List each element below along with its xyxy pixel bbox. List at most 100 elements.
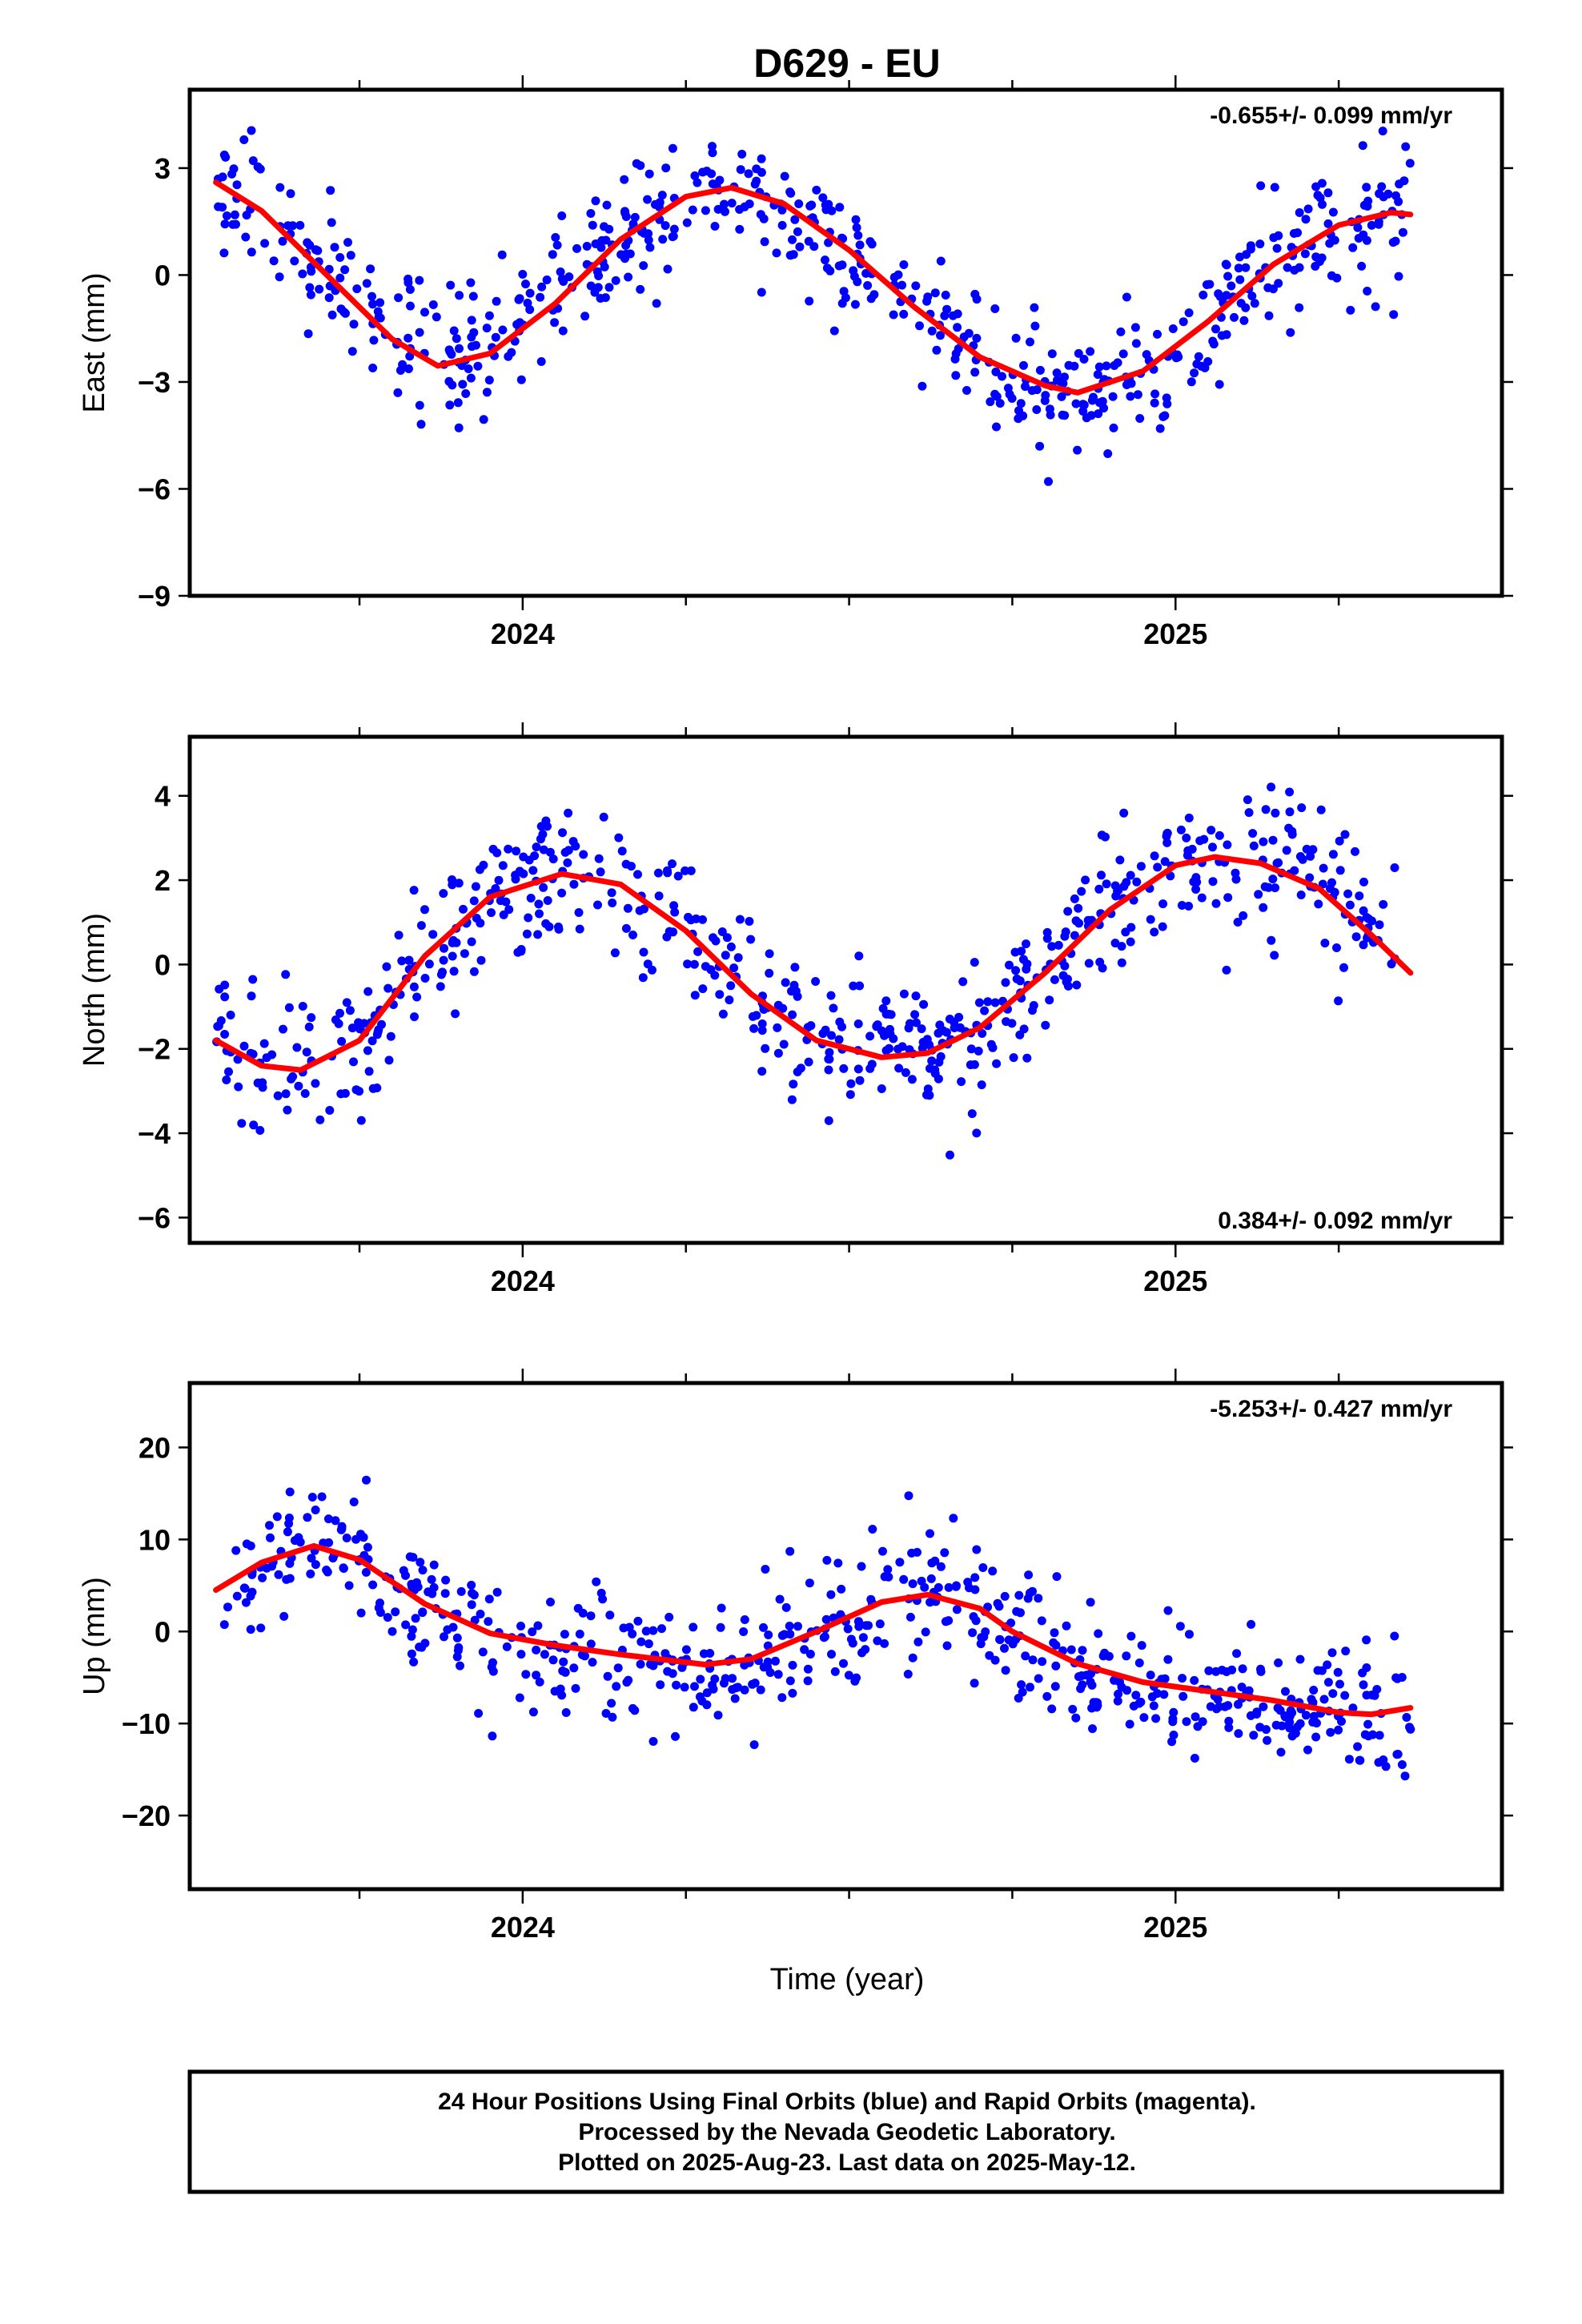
data-point bbox=[1163, 1606, 1173, 1615]
data-point bbox=[1293, 228, 1303, 238]
data-point bbox=[269, 256, 279, 266]
data-point bbox=[1274, 858, 1283, 867]
data-point bbox=[1236, 299, 1246, 308]
data-point bbox=[986, 397, 995, 407]
y-axis-label-east: East (mm) bbox=[78, 272, 111, 412]
data-point bbox=[1022, 939, 1030, 949]
x-tick-label: 2024 bbox=[491, 1265, 555, 1297]
data-point bbox=[1390, 863, 1399, 872]
data-point bbox=[1367, 916, 1376, 926]
data-point bbox=[855, 1076, 865, 1085]
data-point bbox=[1160, 857, 1170, 866]
data-point bbox=[226, 1011, 235, 1019]
data-point bbox=[1207, 826, 1216, 835]
rate-label-north: 0.384+/- 0.092 mm/yr bbox=[1218, 1208, 1452, 1234]
data-point bbox=[855, 981, 865, 991]
data-point bbox=[689, 959, 699, 969]
data-point bbox=[1122, 292, 1131, 302]
data-point bbox=[1362, 235, 1371, 245]
data-point bbox=[415, 275, 424, 285]
data-point bbox=[652, 299, 661, 308]
data-point bbox=[1007, 1019, 1017, 1028]
data-point bbox=[488, 1731, 497, 1741]
data-point bbox=[1260, 882, 1270, 891]
data-point bbox=[215, 984, 224, 994]
data-point bbox=[536, 834, 545, 844]
data-point bbox=[1267, 782, 1276, 792]
data-point bbox=[436, 982, 445, 991]
data-point bbox=[889, 310, 898, 320]
data-point bbox=[221, 152, 231, 162]
data-point bbox=[578, 1608, 588, 1618]
data-point bbox=[1320, 939, 1330, 948]
data-point bbox=[532, 1671, 541, 1680]
data-point bbox=[275, 183, 285, 192]
data-point bbox=[857, 1562, 866, 1571]
footer-box: 24 Hour Positions Using Final Orbits (bl… bbox=[187, 2069, 1504, 2194]
data-point bbox=[869, 290, 879, 300]
data-point bbox=[1001, 978, 1010, 987]
data-point bbox=[417, 1642, 427, 1652]
data-point bbox=[363, 1542, 372, 1552]
data-point bbox=[1073, 445, 1082, 455]
data-point bbox=[596, 1588, 606, 1598]
data-point bbox=[1363, 287, 1372, 296]
y-tick-label: 2 bbox=[155, 864, 171, 897]
data-point bbox=[1168, 1717, 1178, 1727]
data-point bbox=[826, 991, 836, 1000]
data-point bbox=[1296, 891, 1306, 899]
data-point bbox=[620, 175, 629, 184]
data-point bbox=[558, 1667, 568, 1675]
data-point bbox=[1328, 1689, 1338, 1699]
data-point bbox=[328, 1554, 338, 1563]
data-point bbox=[1295, 263, 1304, 272]
data-point bbox=[1353, 223, 1363, 232]
data-point bbox=[232, 180, 242, 190]
data-point bbox=[1374, 1758, 1383, 1767]
data-point bbox=[884, 1572, 893, 1582]
data-point bbox=[1259, 1702, 1268, 1711]
data-point bbox=[1070, 931, 1079, 940]
data-point bbox=[544, 922, 554, 931]
data-point bbox=[1391, 236, 1400, 246]
data-point bbox=[605, 1610, 615, 1620]
data-point bbox=[427, 1574, 436, 1584]
data-point bbox=[560, 1630, 569, 1639]
data-point bbox=[1378, 127, 1387, 136]
data-point bbox=[709, 1684, 718, 1694]
data-point bbox=[526, 894, 536, 903]
data-point bbox=[680, 1683, 689, 1692]
data-point bbox=[1086, 1598, 1095, 1607]
data-point bbox=[448, 880, 457, 890]
data-point bbox=[750, 1679, 760, 1688]
data-point bbox=[1162, 393, 1171, 403]
data-point bbox=[921, 1627, 930, 1637]
data-point bbox=[1178, 317, 1188, 327]
data-point bbox=[409, 886, 419, 895]
data-point bbox=[1343, 889, 1353, 899]
data-point bbox=[548, 250, 557, 259]
data-point bbox=[794, 199, 804, 208]
data-point bbox=[368, 300, 377, 309]
data-point bbox=[216, 1016, 226, 1025]
data-point bbox=[627, 862, 636, 871]
data-point bbox=[511, 875, 520, 884]
data-point bbox=[1250, 299, 1259, 308]
data-point bbox=[281, 1089, 291, 1099]
y-tick-label: −20 bbox=[122, 1799, 171, 1832]
data-point bbox=[710, 222, 720, 231]
data-point bbox=[1062, 1621, 1071, 1630]
data-point bbox=[317, 1492, 327, 1502]
data-point bbox=[306, 290, 315, 300]
data-point bbox=[710, 971, 720, 980]
data-point bbox=[658, 235, 668, 244]
data-point bbox=[863, 281, 873, 290]
data-point bbox=[304, 1022, 314, 1031]
y-tick-label: 0 bbox=[155, 948, 171, 981]
data-point bbox=[1149, 1701, 1158, 1711]
data-point bbox=[833, 1558, 843, 1568]
data-point bbox=[907, 1075, 917, 1084]
data-point bbox=[686, 866, 696, 875]
data-point bbox=[785, 1676, 795, 1686]
